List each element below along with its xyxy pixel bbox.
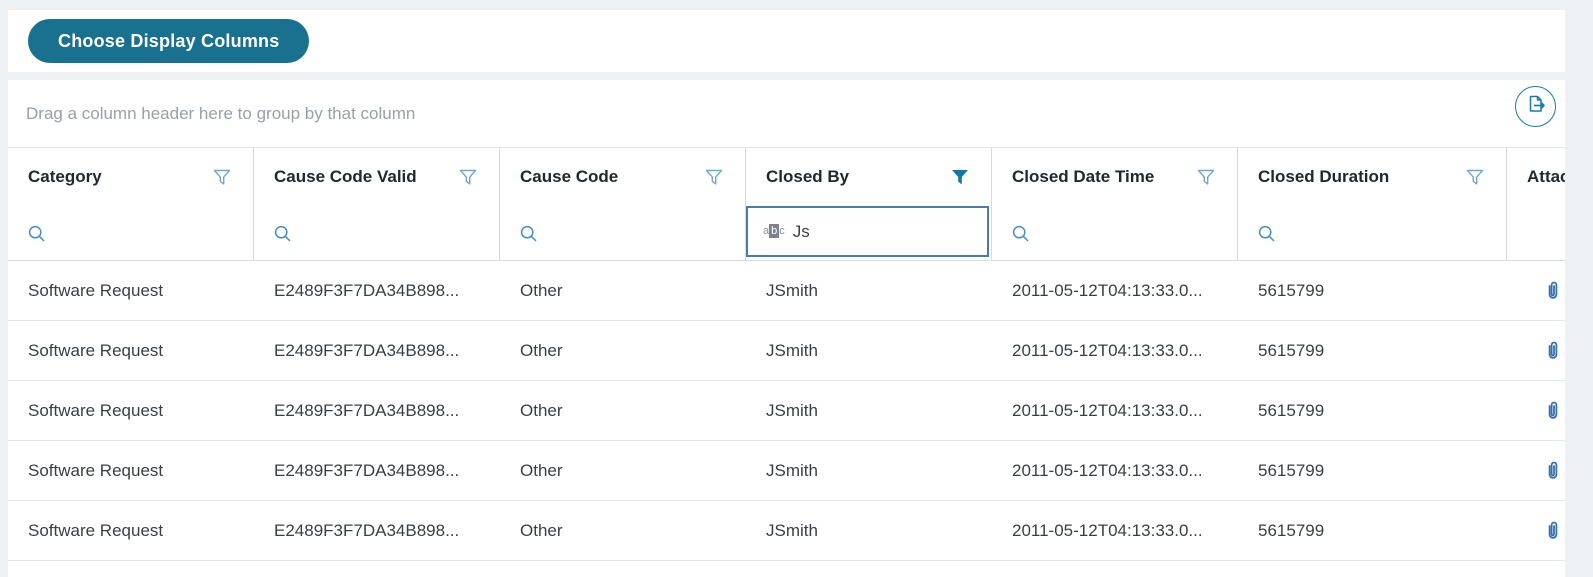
grid-header: Category Cause Code Valid [8,147,1565,261]
column-label: Closed Duration [1258,167,1390,186]
cell-closed-duration: 5615799 [1258,280,1325,300]
filter-funnel-icon[interactable] [1197,169,1215,186]
cell-category: Software Request [28,280,164,300]
cell-attachments [1507,400,1565,421]
filter-cell-closed-date-time[interactable] [992,206,1237,260]
filter-input-closed-by[interactable] [792,221,953,242]
paperclip-icon[interactable] [1545,460,1561,481]
cell-cause-code: Other [520,460,563,480]
cell-cause-code-valid: E2489F3F7DA34B898... [274,280,460,300]
cell-closed-by: JSmith [766,520,818,540]
cell-cause-code: Other [520,400,563,420]
table-row[interactable]: Software Request E2489F3F7DA34B898... Ot… [8,501,1565,561]
group-panel-drop-zone[interactable]: Drag a column header here to group by th… [8,80,1565,147]
cell-category: Software Request [28,340,164,360]
cell-closed-by: JSmith [766,400,818,420]
cell-closed-by: JSmith [766,460,818,480]
filter-funnel-icon[interactable] [213,169,231,186]
filter-cell-closed-duration[interactable] [1238,206,1506,260]
column-label: Cause Code [520,167,619,186]
paperclip-icon[interactable] [1545,280,1561,301]
cell-closed-date-time: 2011-05-12T04:13:33.0... [1012,460,1203,480]
table-row[interactable]: Software Request E2489F3F7DA34B898... Ot… [8,441,1565,501]
column-header-cause-code: Cause Code [500,148,746,260]
table-row[interactable]: Software Request E2489F3F7DA34B898... Ot… [8,381,1565,441]
cell-closed-date-time: 2011-05-12T04:13:33.0... [1012,400,1203,420]
filter-cell-cause-code[interactable] [500,206,745,260]
group-panel-hint: Drag a column header here to group by th… [26,103,416,123]
cell-category: Software Request [28,400,164,420]
paperclip-icon[interactable] [1545,520,1561,541]
cell-closed-duration: 5615799 [1258,340,1325,360]
table-row-partial [8,561,1565,577]
filter-funnel-icon[interactable] [1466,169,1484,186]
cell-closed-by: JSmith [766,340,818,360]
cell-attachments [1507,340,1565,361]
choose-display-columns-button[interactable]: Choose Display Columns [28,19,310,63]
column-header-cause-code-valid: Cause Code Valid [254,148,500,260]
export-icon [1525,93,1547,120]
filter-cell-cause-code-valid[interactable] [254,206,499,260]
paperclip-icon[interactable] [1545,400,1561,421]
filter-cell-category[interactable] [8,206,253,260]
column-title-attachments[interactable]: Attachments [1507,148,1565,206]
cell-category: Software Request [28,520,164,540]
export-button[interactable] [1515,86,1556,127]
cell-closed-duration: 5615799 [1258,520,1325,540]
cell-cause-code-valid: E2489F3F7DA34B898... [274,400,460,420]
column-label: Closed By [766,167,850,186]
column-header-attachments: Attachments [1507,148,1565,260]
cell-cause-code-valid: E2489F3F7DA34B898... [274,340,460,360]
cell-attachments [1507,520,1565,541]
filter-funnel-icon[interactable] [705,169,723,186]
cell-closed-duration: 5615799 [1258,460,1325,480]
column-header-category: Category [8,148,254,260]
search-icon [1012,225,1030,248]
column-label: Category [28,167,102,186]
data-grid: Drag a column header here to group by th… [8,80,1565,577]
cell-closed-duration: 5615799 [1258,400,1325,420]
cell-closed-date-time: 2011-05-12T04:13:33.0... [1012,280,1203,300]
cell-attachments [1507,460,1565,481]
toolbar: Choose Display Columns [8,10,1565,72]
search-icon [274,225,292,248]
grid-body: Software Request E2489F3F7DA34B898... Ot… [8,261,1565,577]
search-icon [520,225,538,248]
search-icon [28,225,46,248]
cell-cause-code-valid: E2489F3F7DA34B898... [274,520,460,540]
table-row[interactable]: Software Request E2489F3F7DA34B898... Ot… [8,321,1565,381]
column-title-closed-duration[interactable]: Closed Duration [1238,148,1506,206]
cell-closed-date-time: 2011-05-12T04:13:33.0... [1012,340,1203,360]
column-title-cause-code-valid[interactable]: Cause Code Valid [254,148,499,206]
column-title-category[interactable]: Category [8,148,253,206]
column-title-closed-date-time[interactable]: Closed Date Time [992,148,1237,206]
column-title-cause-code[interactable]: Cause Code [500,148,745,206]
cell-cause-code-valid: E2489F3F7DA34B898... [274,460,460,480]
column-label: Closed Date Time [1012,167,1155,186]
cell-cause-code: Other [520,340,563,360]
cell-closed-by: JSmith [766,280,818,300]
cell-closed-date-time: 2011-05-12T04:13:33.0... [1012,520,1203,540]
column-header-closed-duration: Closed Duration [1238,148,1507,260]
cell-attachments [1507,280,1565,301]
column-title-closed-by[interactable]: Closed By [746,148,991,206]
cell-category: Software Request [28,460,164,480]
paperclip-icon[interactable] [1545,340,1561,361]
cell-cause-code: Other [520,280,563,300]
table-row[interactable]: Software Request E2489F3F7DA34B898... Ot… [8,261,1565,321]
filter-funnel-icon-active[interactable] [951,169,969,186]
column-label: Attachments [1527,167,1565,186]
search-icon [1258,225,1276,248]
filter-cell-attachments [1507,206,1565,260]
column-label: Cause Code Valid [274,167,417,186]
cell-cause-code: Other [520,520,563,540]
filter-funnel-icon[interactable] [459,169,477,186]
column-header-closed-date-time: Closed Date Time [992,148,1238,260]
